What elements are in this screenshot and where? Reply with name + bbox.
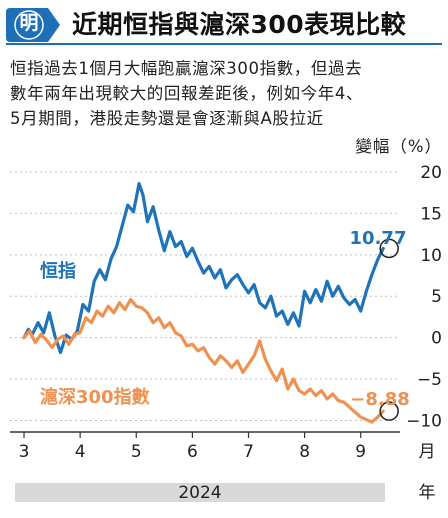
y-tick-label: 5 [431,287,442,307]
end-value-label: 10.77 [350,228,407,249]
end-point-marker [379,401,399,421]
x-tick-label: 4 [75,442,86,462]
y-tick-label: 10 [420,246,442,266]
x-tick-label: 9 [355,442,366,462]
y-tick-label: 0 [431,329,442,349]
series-line-csi300 [22,297,385,424]
y-tick-label: −5 [417,370,442,390]
y-tick-label: 15 [420,204,442,224]
description-line-1: 恒指過去1個月大幅跑贏滬深300指數，但過去 [10,59,363,78]
page-title: 近期恒指與滬深300表現比較 [72,10,407,39]
x-tick-label: 3 [19,442,30,462]
end-point-marker [379,238,399,259]
series-name-label: 恒指 [40,260,76,282]
x-tick-label: 8 [299,442,310,462]
year-unit-label: 年 [419,483,436,503]
x-tick-label: 7 [243,442,254,462]
x-axis-label: 月 [419,442,436,462]
y-tick-label: 20 [420,163,442,183]
end-value-label: −8.88 [350,389,410,410]
logo-text: 明 [19,12,39,34]
series-name-label: 滬深300指數 [40,386,150,408]
description-line-3: 5月期間，港股走勢還是會逐漸與A股拉近 [10,109,324,128]
newspaper-logo [6,8,60,42]
series-line-hsi [22,182,385,355]
year-band [15,483,385,502]
y-tick-label: −10 [406,411,442,431]
x-tick-label: 5 [131,442,142,462]
header: 明 近期恒指與滬深300表現比較 [6,6,442,45]
x-tick-label: 6 [187,442,198,462]
y-axis-label: 變幅（%） [355,137,442,156]
title-underline [6,43,442,45]
year-label: 2024 [178,483,221,503]
description-line-2: 數年兩年出現較大的回報差距後，例如今年4、 [10,84,364,103]
